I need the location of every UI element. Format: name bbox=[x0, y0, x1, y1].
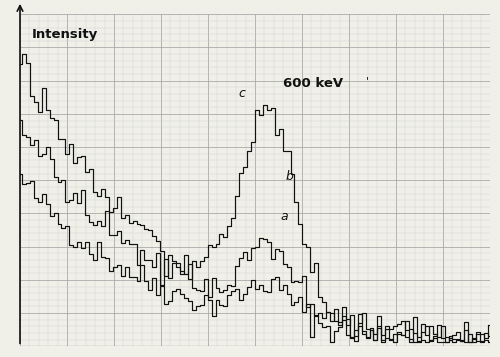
Text: a: a bbox=[281, 210, 288, 223]
Text: Intensity: Intensity bbox=[32, 27, 98, 41]
Text: b: b bbox=[286, 170, 294, 183]
Text: 600 keV: 600 keV bbox=[283, 77, 344, 90]
Text: c: c bbox=[238, 87, 246, 100]
Text: ': ' bbox=[366, 76, 368, 86]
